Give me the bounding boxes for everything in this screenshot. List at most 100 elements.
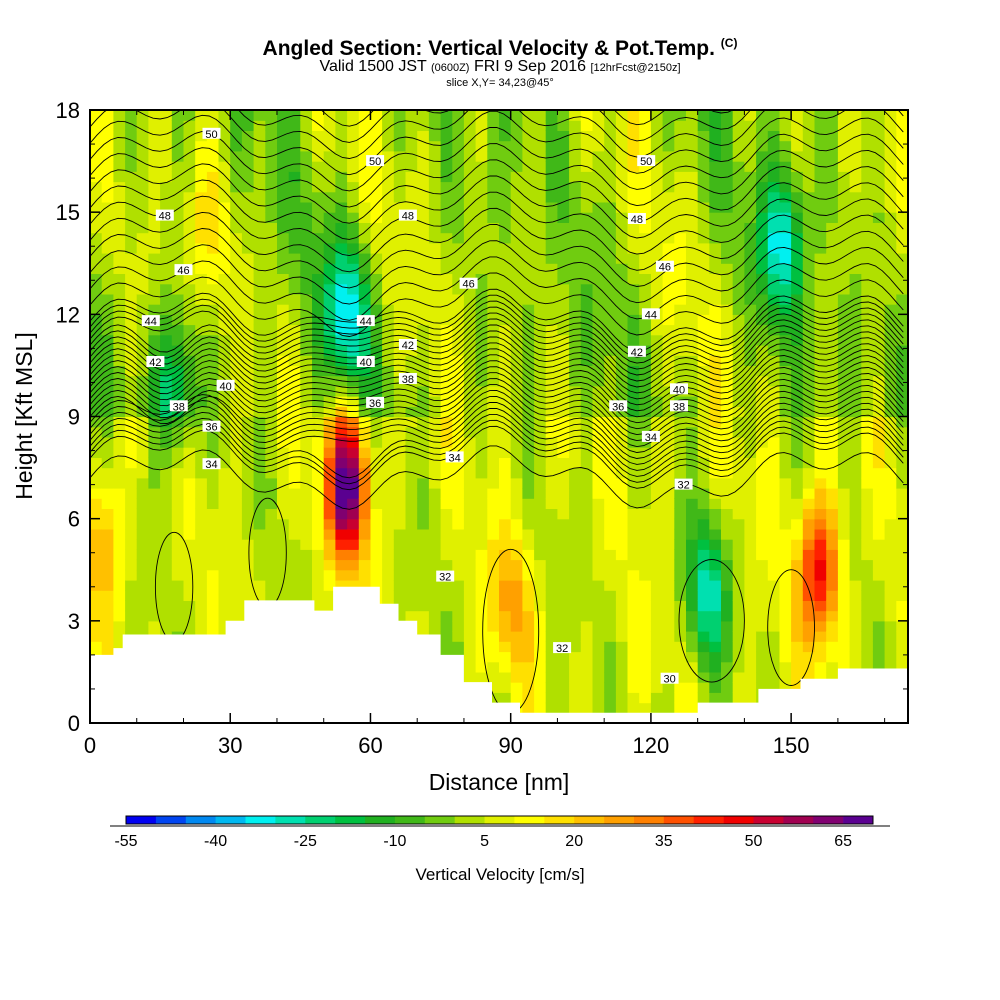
velocity-cell xyxy=(171,212,185,223)
velocity-cell xyxy=(171,569,185,581)
velocity-cell xyxy=(791,539,804,550)
velocity-cell xyxy=(569,477,582,489)
velocity-cell xyxy=(522,620,535,632)
velocity-cell xyxy=(440,477,453,489)
velocity-cell xyxy=(545,641,558,653)
velocity-cell xyxy=(288,324,301,336)
velocity-cell xyxy=(125,477,138,489)
velocity-cell xyxy=(721,518,734,530)
velocity-cell xyxy=(791,140,804,152)
colorbar-frame xyxy=(125,815,874,825)
velocity-cell xyxy=(335,528,348,540)
velocity-cell xyxy=(615,631,629,642)
velocity-cell xyxy=(849,559,862,571)
velocity-cell xyxy=(218,314,231,326)
velocity-cell xyxy=(697,518,710,530)
velocity-cell xyxy=(101,631,114,642)
velocity-cell xyxy=(674,488,687,499)
velocity-cell xyxy=(650,539,664,550)
velocity-cell xyxy=(779,150,792,162)
velocity-cell xyxy=(475,242,488,254)
velocity-cell xyxy=(534,631,547,642)
velocity-cell xyxy=(288,314,301,326)
velocity-cell xyxy=(241,477,255,489)
velocity-cell xyxy=(791,150,804,162)
velocity-cell xyxy=(709,150,722,162)
velocity-cell xyxy=(90,201,103,213)
velocity-cell xyxy=(569,385,582,397)
velocity-cell xyxy=(686,447,699,458)
velocity-cell xyxy=(837,416,851,428)
velocity-cell xyxy=(136,488,149,499)
velocity-cell xyxy=(580,702,594,714)
velocity-cell xyxy=(487,171,500,183)
velocity-cell xyxy=(604,283,617,295)
velocity-cell xyxy=(510,334,523,346)
velocity-cell xyxy=(580,631,594,642)
velocity-cell xyxy=(884,150,897,162)
velocity-cell xyxy=(382,528,395,540)
velocity-cell xyxy=(312,355,325,366)
velocity-cell xyxy=(604,263,617,274)
contour-label-box xyxy=(398,373,417,384)
velocity-cell xyxy=(347,201,360,213)
velocity-cell xyxy=(615,212,629,223)
velocity-cell xyxy=(499,161,512,172)
velocity-cell xyxy=(475,426,488,438)
velocity-cell xyxy=(405,150,418,162)
velocity-cell xyxy=(487,692,500,704)
velocity-cell xyxy=(230,436,243,448)
velocity-cell xyxy=(171,201,185,213)
velocity-cell xyxy=(779,253,792,264)
velocity-cell xyxy=(241,212,255,223)
velocity-cell xyxy=(323,110,336,121)
velocity-cell xyxy=(463,559,477,571)
velocity-cell xyxy=(475,171,488,183)
velocity-cell xyxy=(148,181,161,193)
velocity-cell xyxy=(896,406,908,418)
velocity-cell xyxy=(744,467,757,479)
velocity-cell xyxy=(463,436,477,448)
velocity-cell xyxy=(452,304,465,315)
contour-label: 44 xyxy=(360,316,372,328)
velocity-cell xyxy=(802,181,816,193)
velocity-cell xyxy=(721,528,734,540)
velocity-cell xyxy=(826,528,839,540)
velocity-cell xyxy=(125,120,138,131)
velocity-cell xyxy=(650,559,664,571)
velocity-cell xyxy=(499,436,512,448)
velocity-cell xyxy=(417,498,430,509)
velocity-cell xyxy=(125,201,138,213)
velocity-cell xyxy=(837,549,851,561)
velocity-cell xyxy=(148,590,161,601)
colorbar-swatch xyxy=(126,816,157,824)
velocity-cell xyxy=(195,150,208,162)
velocity-cell xyxy=(569,181,582,193)
velocity-cell xyxy=(650,283,664,295)
velocity-cell xyxy=(732,273,745,285)
velocity-cell xyxy=(662,559,675,571)
velocity-cell xyxy=(522,120,535,131)
velocity-cell xyxy=(767,641,781,653)
velocity-cell xyxy=(779,620,792,632)
velocity-cell xyxy=(510,610,523,622)
velocity-cell xyxy=(358,150,372,162)
velocity-cell xyxy=(253,222,266,234)
velocity-cell xyxy=(697,385,710,397)
velocity-cell xyxy=(382,324,395,336)
velocity-cell xyxy=(265,314,278,326)
velocity-cell xyxy=(440,365,453,377)
velocity-cell xyxy=(756,110,769,121)
velocity-cell xyxy=(452,580,465,591)
colorbar-swatch xyxy=(723,816,754,824)
velocity-cell xyxy=(171,488,185,499)
velocity-cell xyxy=(499,416,512,428)
velocity-cell xyxy=(802,528,816,540)
velocity-cell xyxy=(452,324,465,336)
velocity-cell xyxy=(417,365,430,377)
velocity-cell xyxy=(382,590,395,601)
velocity-cell xyxy=(767,263,781,274)
velocity-cell xyxy=(861,600,874,612)
velocity-cell xyxy=(475,590,488,601)
velocity-cell xyxy=(300,150,313,162)
